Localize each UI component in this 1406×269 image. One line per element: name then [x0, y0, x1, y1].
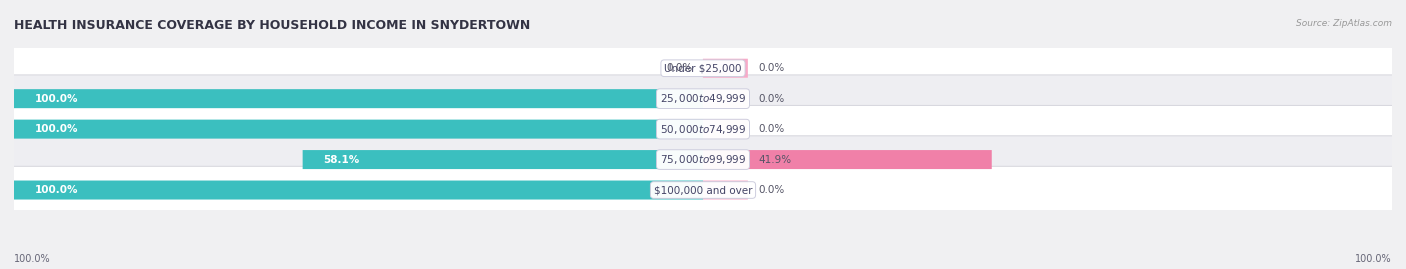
FancyBboxPatch shape: [703, 120, 748, 139]
FancyBboxPatch shape: [14, 180, 703, 200]
FancyBboxPatch shape: [703, 89, 748, 108]
Text: 100.0%: 100.0%: [1355, 254, 1392, 264]
FancyBboxPatch shape: [0, 44, 1406, 92]
FancyBboxPatch shape: [703, 180, 748, 200]
FancyBboxPatch shape: [703, 59, 748, 78]
FancyBboxPatch shape: [0, 105, 1406, 153]
FancyBboxPatch shape: [0, 75, 1406, 122]
FancyBboxPatch shape: [0, 136, 1406, 183]
Text: 58.1%: 58.1%: [323, 155, 360, 165]
Text: 0.0%: 0.0%: [758, 94, 785, 104]
Text: 0.0%: 0.0%: [758, 63, 785, 73]
Text: 0.0%: 0.0%: [758, 185, 785, 195]
FancyBboxPatch shape: [14, 89, 703, 108]
Text: 100.0%: 100.0%: [35, 124, 79, 134]
Text: HEALTH INSURANCE COVERAGE BY HOUSEHOLD INCOME IN SNYDERTOWN: HEALTH INSURANCE COVERAGE BY HOUSEHOLD I…: [14, 19, 530, 32]
Text: $25,000 to $49,999: $25,000 to $49,999: [659, 92, 747, 105]
Text: 0.0%: 0.0%: [758, 124, 785, 134]
Text: Under $25,000: Under $25,000: [664, 63, 742, 73]
FancyBboxPatch shape: [14, 120, 703, 139]
Text: 100.0%: 100.0%: [14, 254, 51, 264]
Text: 0.0%: 0.0%: [666, 63, 693, 73]
Text: $100,000 and over: $100,000 and over: [654, 185, 752, 195]
Text: 100.0%: 100.0%: [35, 185, 79, 195]
Text: 41.9%: 41.9%: [758, 155, 792, 165]
FancyBboxPatch shape: [703, 150, 991, 169]
Text: Source: ZipAtlas.com: Source: ZipAtlas.com: [1296, 19, 1392, 28]
Text: 100.0%: 100.0%: [35, 94, 79, 104]
FancyBboxPatch shape: [302, 150, 703, 169]
Text: $75,000 to $99,999: $75,000 to $99,999: [659, 153, 747, 166]
FancyBboxPatch shape: [0, 166, 1406, 214]
Text: $50,000 to $74,999: $50,000 to $74,999: [659, 123, 747, 136]
